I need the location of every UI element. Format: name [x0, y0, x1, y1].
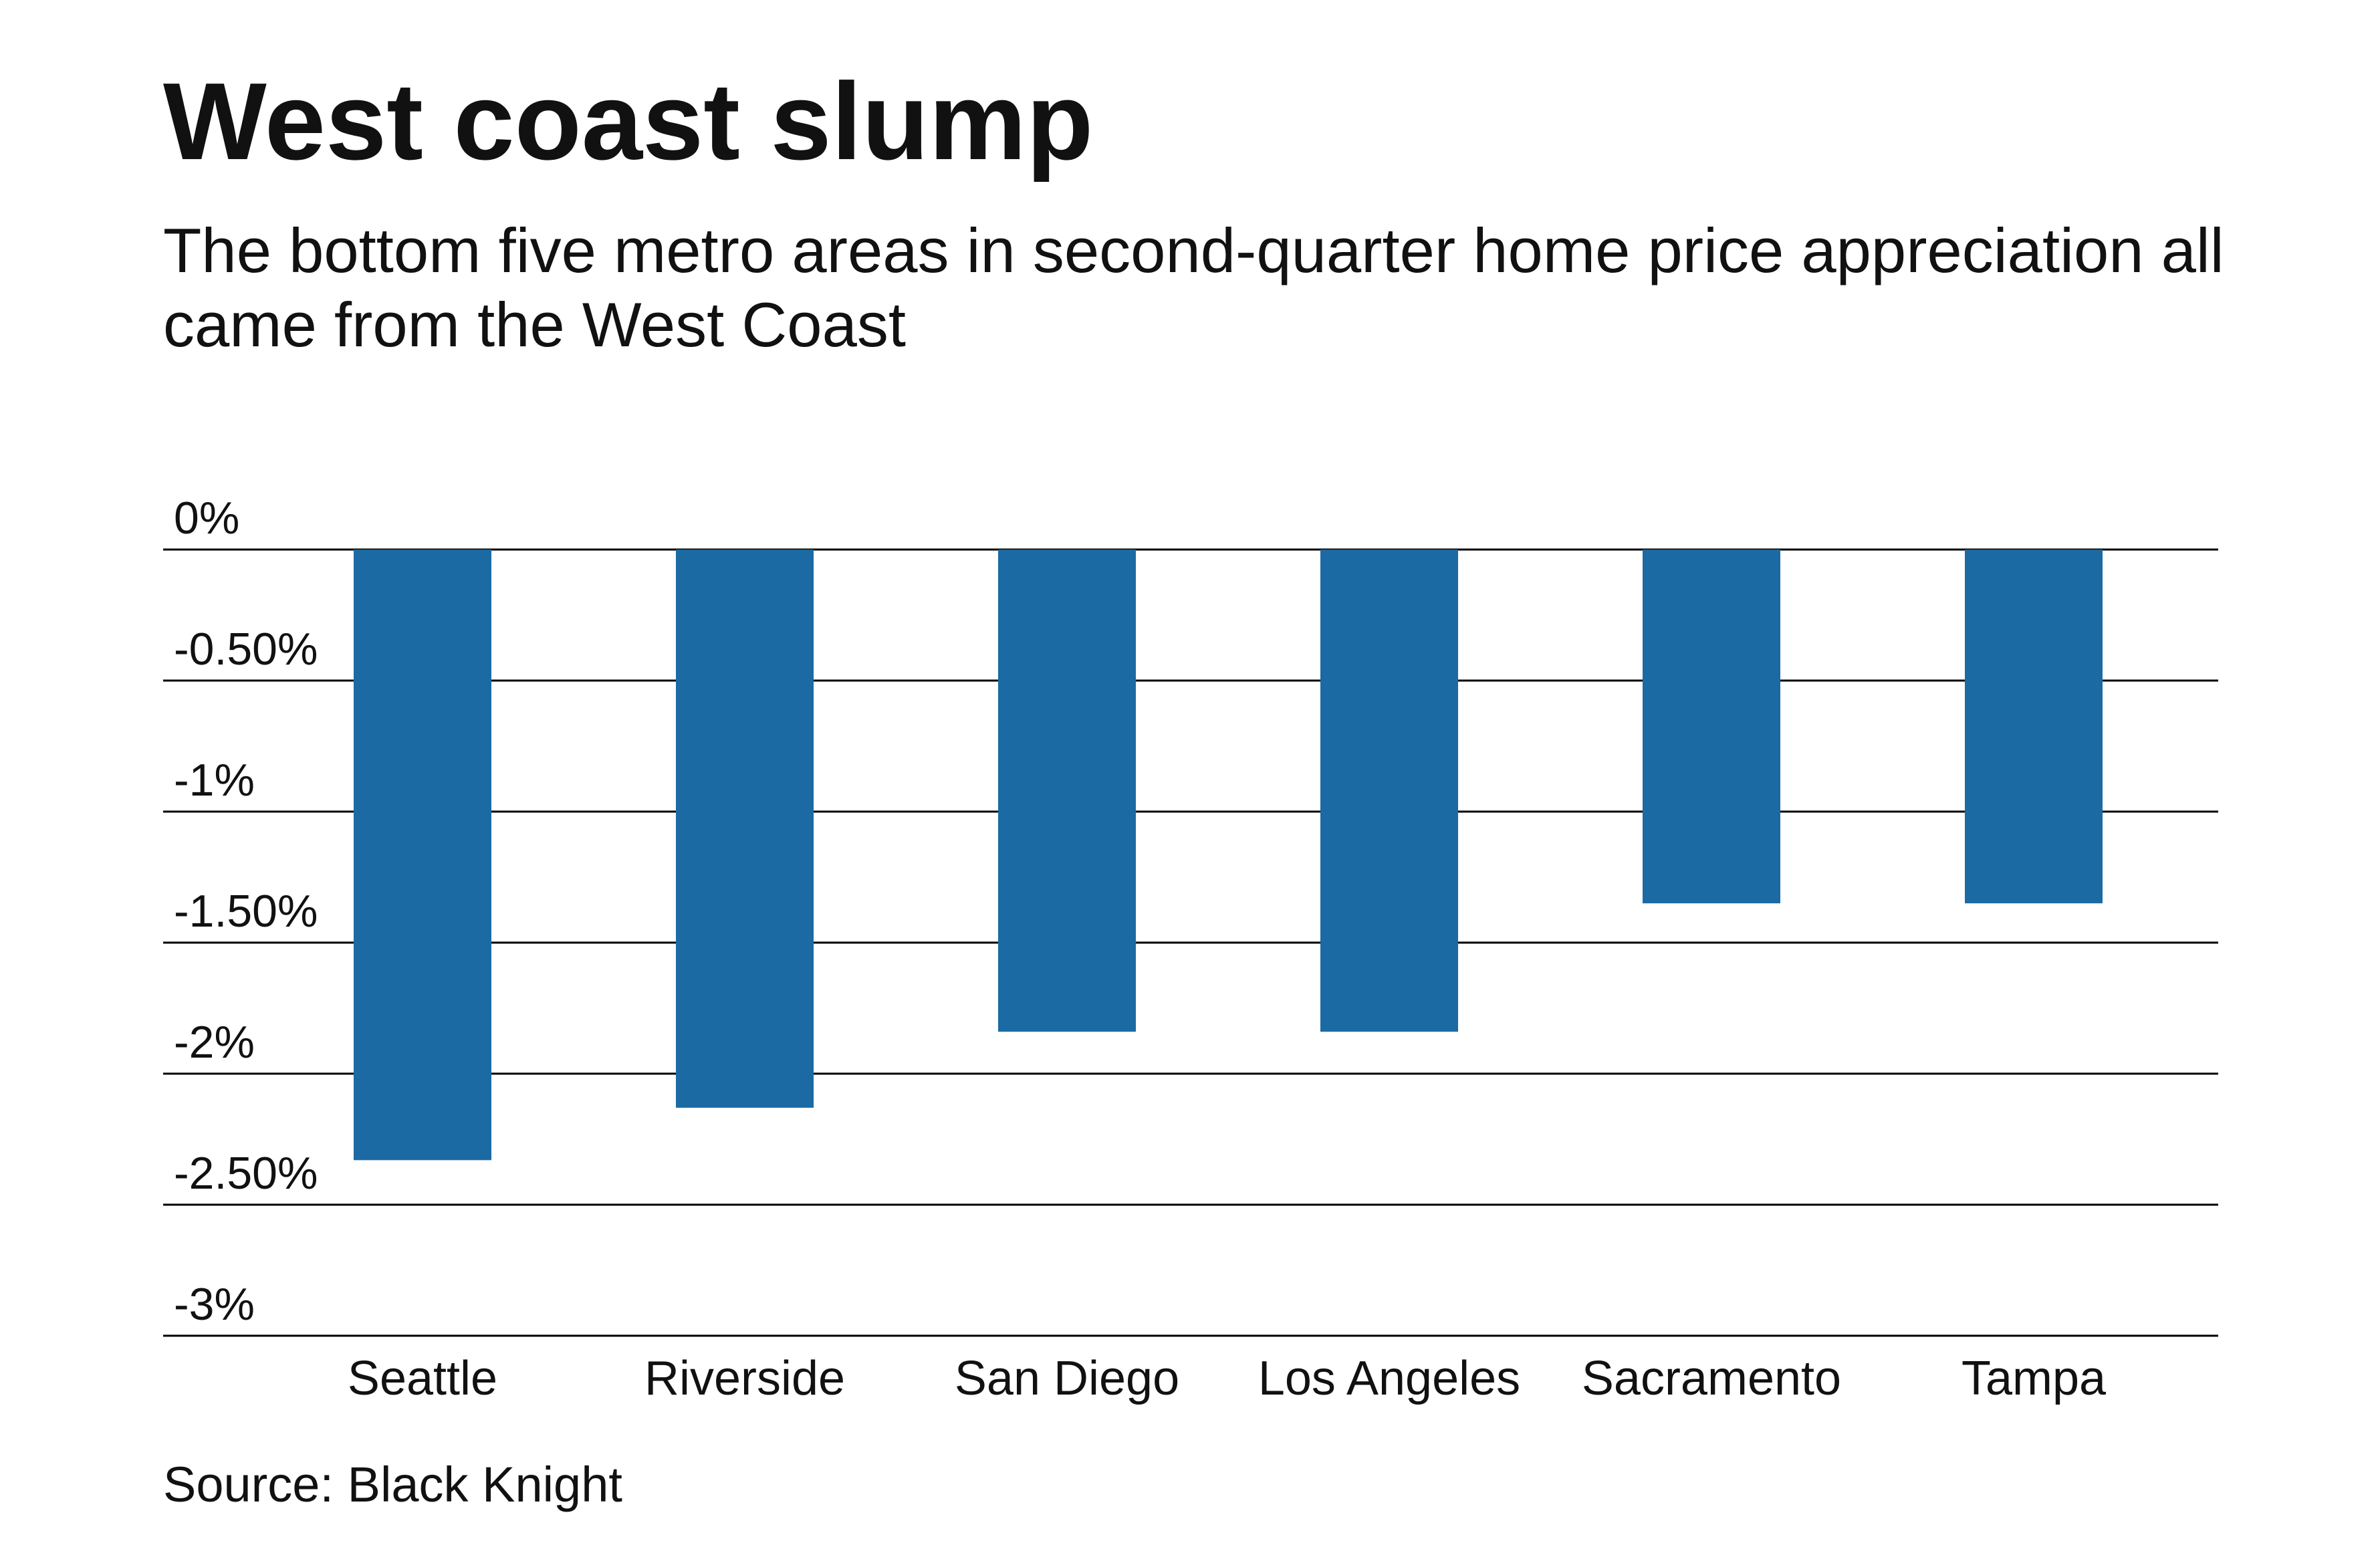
y-axis-tick-labels: 0% -0.50% -1% -1.50% -2% -2.50% -3% — [174, 493, 318, 1330]
x-category-label: Tampa — [1961, 1352, 2107, 1405]
bar-riverside — [676, 550, 814, 1108]
chart-title: West coast slump — [163, 60, 1094, 183]
y-tick-label: 0% — [174, 493, 239, 544]
y-tick-label: -2% — [174, 1017, 255, 1068]
bar-sacramento — [1643, 550, 1780, 904]
bar-seattle — [354, 550, 491, 1161]
bar-tampa — [1965, 550, 2103, 904]
y-tick-label: -0.50% — [174, 624, 318, 675]
y-tick-label: -3% — [174, 1279, 255, 1330]
y-tick-label: -1% — [174, 755, 255, 806]
y-tick-label: -1.50% — [174, 886, 318, 937]
x-axis-category-labels: Seattle Riverside San Diego Los Angeles Sacr… — [348, 1352, 2107, 1405]
chart-subtitle: The bottom five metro areas in second-qu… — [163, 215, 2224, 360]
x-category-label: Los Angeles — [1258, 1352, 1520, 1405]
source-note: Source: Black Knight — [163, 1457, 622, 1512]
x-category-label: San Diego — [955, 1352, 1179, 1405]
x-category-label: Seattle — [348, 1352, 497, 1405]
bar-san-diego — [998, 550, 1136, 1032]
gridlines — [163, 548, 2218, 1337]
x-category-label: Sacramento — [1582, 1352, 1841, 1405]
y-tick-label: -2.50% — [174, 1148, 318, 1199]
x-category-label: Riverside — [644, 1352, 845, 1405]
bar-los-angeles — [1320, 550, 1458, 1032]
bars — [354, 550, 2103, 1161]
